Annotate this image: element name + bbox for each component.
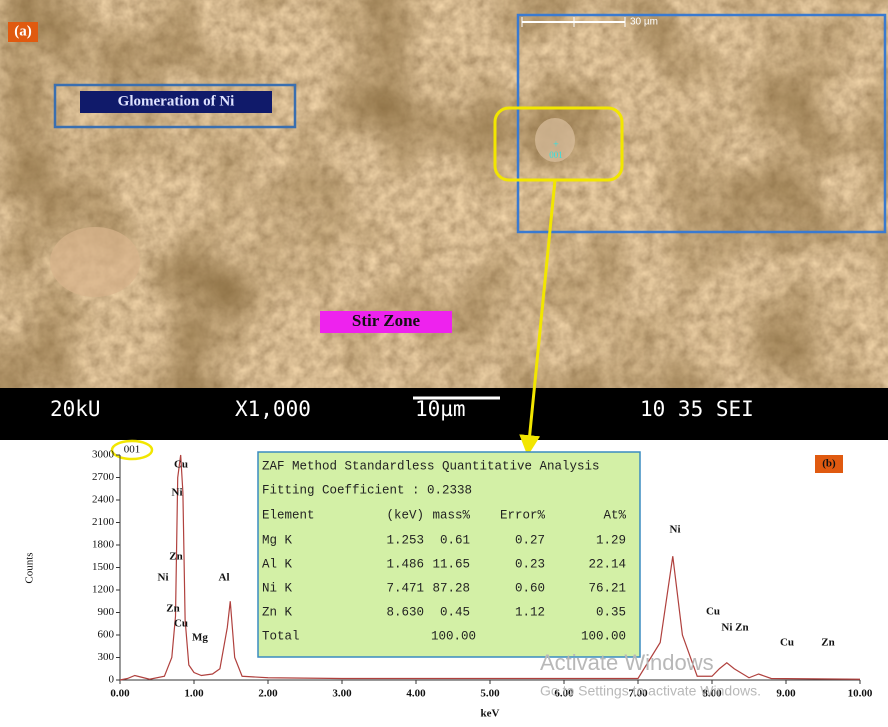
table-total: 100.00 [431, 629, 476, 643]
x-tick-label: 10.00 [848, 688, 873, 700]
x-tick-label: 6.00 [554, 688, 574, 700]
peak-label: Ni [158, 572, 169, 584]
watermark: Activate Windows Go to Settings to activ… [540, 650, 761, 699]
peak-label: Cu [780, 637, 794, 649]
y-tick-label: 0 [109, 674, 115, 686]
x-tick-label: 4.00 [406, 688, 426, 700]
point-label: 001 [549, 150, 563, 160]
table-cell: Al K [262, 557, 293, 571]
table-cell: Zn K [262, 605, 293, 619]
peak-label: Ni [670, 524, 681, 536]
x-tick-label: 7.00 [628, 688, 648, 700]
peak-label: Cu [174, 459, 188, 471]
table-header: (keV) [386, 508, 424, 522]
y-tick-label: 1500 [92, 561, 115, 573]
table-total: Total [262, 629, 300, 643]
watermark-text: Go to Settings to activate Windows. [540, 683, 761, 699]
table-header: mass% [432, 508, 470, 522]
table-cell: Ni K [262, 581, 293, 595]
y-tick-label: 2700 [92, 471, 115, 483]
fitting: Fitting Coefficient : 0.2338 [262, 483, 472, 497]
y-tick-label: 2100 [92, 516, 115, 528]
table-cell: 0.27 [515, 533, 545, 547]
watermark-text: Activate Windows [540, 650, 714, 675]
table-cell: 0.23 [515, 557, 545, 571]
spectrum: Counts keV 001 (b) 0 300 600 900 1200 1500 180… [24, 439, 873, 720]
y-tick-label: 900 [98, 606, 115, 618]
table-header: At% [603, 508, 626, 522]
annotation: Glomeration of Ni [118, 93, 235, 109]
peak-label: Cu [174, 618, 188, 630]
table-cell: 1.29 [596, 533, 626, 547]
table-cell: 7.471 [386, 581, 424, 595]
x-tick-label: 8.00 [702, 688, 722, 700]
info-text: X1,000 [235, 397, 311, 421]
peak-label: Zn [166, 603, 179, 615]
y-tick-label: 600 [98, 629, 115, 641]
table-total: 100.00 [581, 629, 626, 643]
info-bar: 20kU X1,000 10µm 10 35 SEI [0, 388, 888, 440]
table-header: Error% [500, 508, 546, 522]
spectrum-line [119, 454, 861, 681]
info-text: 10µm [415, 397, 466, 421]
table-cell: Mg K [262, 533, 293, 547]
table-cell: 0.61 [440, 533, 470, 547]
table-cell: 0.45 [440, 605, 470, 619]
panel-label: (b) [822, 458, 836, 470]
info-text: 10 35 SEI [640, 397, 754, 421]
spot-label: 001 [124, 444, 141, 456]
y-tick-label: 2400 [92, 494, 115, 506]
peak-label: Zn [821, 637, 834, 649]
table-header: Element [262, 508, 315, 522]
y-tick-label: 3000 [92, 449, 115, 461]
y-axis-label: Counts [24, 552, 36, 583]
peak-label: Mg [192, 632, 208, 644]
table-title: ZAF Method Standardless Quantitative Ana… [262, 459, 600, 473]
y-tick-label: 300 [98, 651, 115, 663]
info-text: 20kU [50, 397, 101, 421]
x-tick-label: 9.00 [776, 688, 796, 700]
table-cell: 22.14 [588, 557, 626, 571]
peak-label: Zn [169, 551, 182, 563]
sem-image: (a) Glomeration of Ni Stir Zone 30 µm + … [0, 0, 888, 388]
svg-text:+: + [553, 139, 559, 150]
panel-label: (a) [14, 23, 32, 39]
x-tick-label: 5.00 [480, 688, 500, 700]
peak-label: Cu [706, 606, 720, 618]
table-cell: 0.35 [596, 605, 626, 619]
y-tick-label: 1200 [92, 584, 115, 596]
peak-label: Al [219, 572, 230, 584]
table-cell: 1.486 [386, 557, 424, 571]
inset-scale: 30 µm [630, 17, 658, 28]
panel-label-box [8, 22, 38, 42]
table-cell: 87.28 [432, 581, 470, 595]
y-tick-label: 1800 [92, 539, 115, 551]
peak-label: Ni [172, 487, 183, 499]
table-cell: 8.630 [386, 605, 424, 619]
table-cell: 0.60 [515, 581, 545, 595]
zone-label: Stir Zone [352, 311, 421, 330]
table-cell: 76.21 [588, 581, 626, 595]
peak-label: Ni Zn [721, 622, 748, 634]
x-tick-label: 0.00 [110, 688, 130, 700]
x-tick-label: 3.00 [332, 688, 352, 700]
results-table: ZAF Method Standardless Quantitative Ana… [257, 451, 641, 658]
table-cell: 11.65 [432, 557, 470, 571]
table-cell: 1.253 [386, 533, 424, 547]
table-cell: 1.12 [515, 605, 545, 619]
x-axis-label: keV [481, 708, 500, 720]
x-tick-label: 1.00 [184, 688, 204, 700]
x-tick-label: 2.00 [258, 688, 278, 700]
